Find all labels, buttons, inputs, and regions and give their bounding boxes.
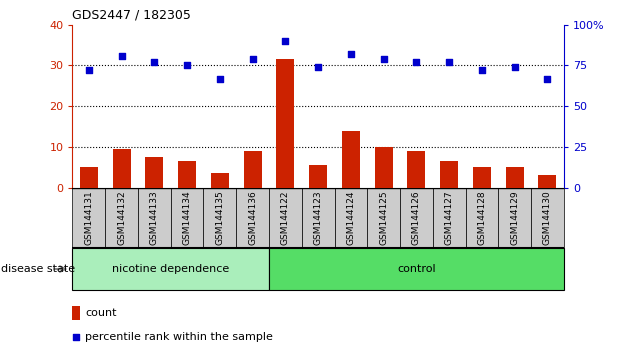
Point xyxy=(444,59,454,65)
Bar xyxy=(466,188,498,248)
Bar xyxy=(531,188,564,248)
Point xyxy=(149,59,159,65)
Text: GSM144128: GSM144128 xyxy=(478,190,486,245)
Bar xyxy=(72,306,81,320)
Point xyxy=(84,68,94,73)
Text: percentile rank within the sample: percentile rank within the sample xyxy=(85,332,273,342)
Bar xyxy=(269,188,302,248)
Bar xyxy=(473,167,491,188)
Bar xyxy=(498,188,531,248)
Text: control: control xyxy=(397,264,436,274)
Text: disease state: disease state xyxy=(1,264,76,274)
Bar xyxy=(302,188,335,248)
Bar xyxy=(400,188,433,248)
Point xyxy=(510,64,520,70)
Text: GSM144133: GSM144133 xyxy=(150,190,159,245)
Point xyxy=(477,68,487,73)
Bar xyxy=(506,167,524,188)
Bar xyxy=(72,248,269,290)
Bar xyxy=(211,173,229,188)
Bar xyxy=(269,248,564,290)
Point xyxy=(280,38,290,44)
Bar xyxy=(335,188,367,248)
Bar xyxy=(342,131,360,188)
Bar xyxy=(113,149,130,188)
Bar xyxy=(277,59,294,188)
Text: GSM144130: GSM144130 xyxy=(543,190,552,245)
Text: GSM144129: GSM144129 xyxy=(510,190,519,245)
Point xyxy=(117,53,127,58)
Bar xyxy=(203,188,236,248)
Point xyxy=(379,56,389,62)
Text: GSM144123: GSM144123 xyxy=(314,190,323,245)
Bar xyxy=(440,161,458,188)
Point xyxy=(215,76,225,81)
Bar xyxy=(178,161,196,188)
Bar xyxy=(72,188,105,248)
Text: GSM144124: GSM144124 xyxy=(346,190,355,245)
Point xyxy=(313,64,323,70)
Bar xyxy=(80,167,98,188)
Text: GDS2447 / 182305: GDS2447 / 182305 xyxy=(72,8,192,21)
Bar xyxy=(309,165,327,188)
Text: count: count xyxy=(85,308,117,318)
Point xyxy=(248,56,258,62)
Text: GSM144134: GSM144134 xyxy=(183,190,192,245)
Text: GSM144136: GSM144136 xyxy=(248,190,257,245)
Text: GSM144131: GSM144131 xyxy=(84,190,93,245)
Bar xyxy=(105,188,138,248)
Bar xyxy=(171,188,203,248)
Bar xyxy=(367,188,400,248)
Text: GSM144132: GSM144132 xyxy=(117,190,126,245)
Text: GSM144126: GSM144126 xyxy=(412,190,421,245)
Bar xyxy=(539,176,556,188)
Point xyxy=(71,334,81,339)
Point xyxy=(182,63,192,68)
Point xyxy=(411,59,421,65)
Bar xyxy=(433,188,466,248)
Point xyxy=(346,51,356,57)
Text: GSM144127: GSM144127 xyxy=(445,190,454,245)
Point xyxy=(542,76,553,81)
Bar xyxy=(236,188,269,248)
Text: GSM144135: GSM144135 xyxy=(215,190,224,245)
Text: GSM144125: GSM144125 xyxy=(379,190,388,245)
Bar xyxy=(244,151,261,188)
Bar xyxy=(375,147,392,188)
Text: nicotine dependence: nicotine dependence xyxy=(112,264,229,274)
Bar xyxy=(146,157,163,188)
Text: GSM144122: GSM144122 xyxy=(281,190,290,245)
Bar xyxy=(408,151,425,188)
Bar xyxy=(138,188,171,248)
